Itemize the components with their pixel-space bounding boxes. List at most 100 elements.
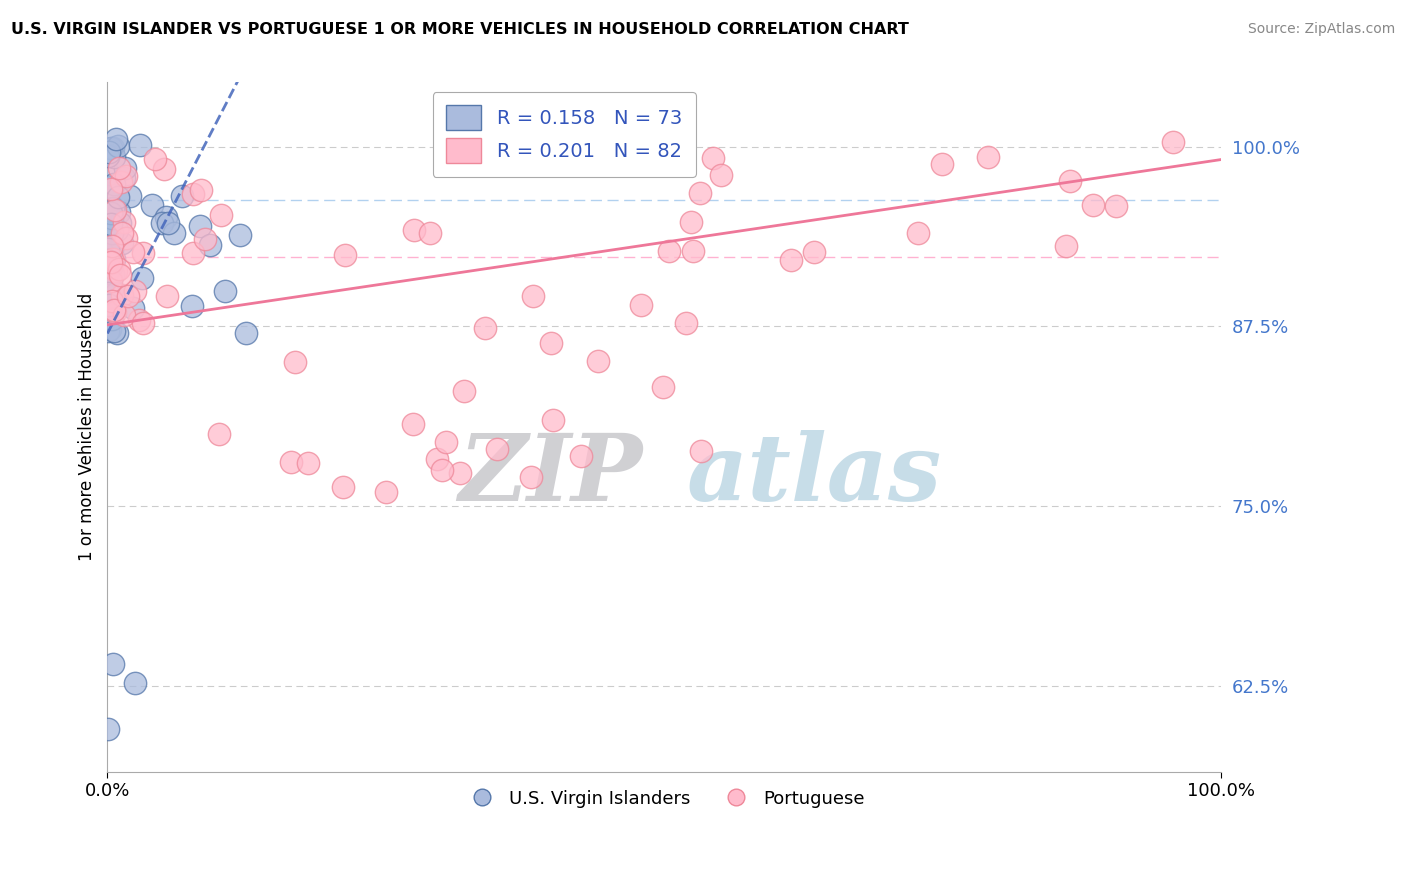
Point [104,304,127,318]
Point [190,183,212,197]
Point [129,138,152,153]
Point [107,190,129,204]
Point [105,285,128,300]
Point [209,208,232,222]
Point [111,235,134,250]
Point [132,316,155,330]
Point [110,175,132,189]
Point [569,449,592,463]
Text: U.S. VIRGIN ISLANDER VS PORTUGUESE 1 OR MORE VEHICLES IN HOUSEHOLD CORRELATION C: U.S. VIRGIN ISLANDER VS PORTUGUESE 1 OR … [11,22,910,37]
Point [97,237,120,252]
Point [100,206,122,220]
Point [111,226,134,240]
Point [675,316,697,330]
Point [101,657,124,672]
Point [101,312,124,326]
Point [453,384,475,398]
Point [426,452,449,467]
Point [97,324,120,338]
Point [188,219,211,234]
Point [194,232,217,246]
Point [1059,174,1081,188]
Point [100,180,122,194]
Point [103,177,125,191]
Point [97,253,120,268]
Point [163,226,186,240]
Point [111,288,134,302]
Point [150,215,173,229]
Point [689,186,711,200]
Point [100,141,122,155]
Point [107,205,129,219]
Point [284,355,307,369]
Point [100,272,122,286]
Point [105,326,128,341]
Point [107,161,129,176]
Point [586,354,609,368]
Point [332,480,354,494]
Point [235,326,257,340]
Point [128,313,150,327]
Point [181,186,204,201]
Point [101,293,124,308]
Point [100,282,122,296]
Point [100,239,122,253]
Point [98,282,121,296]
Point [105,132,128,146]
Text: ZIP: ZIP [458,430,643,520]
Point [105,223,128,237]
Point [101,202,124,216]
Point [97,234,120,248]
Point [402,222,425,236]
Point [681,215,703,229]
Point [519,470,541,484]
Point [103,204,125,219]
Y-axis label: 1 or more Vehicles in Household: 1 or more Vehicles in Household [79,293,96,561]
Point [103,252,125,266]
Point [374,484,396,499]
Point [122,301,145,315]
Point [98,221,121,235]
Point [155,289,177,303]
Point [297,456,319,470]
Point [97,149,120,163]
Point [486,442,509,456]
Point [198,238,221,252]
Point [434,434,457,449]
Point [112,215,135,229]
Point [449,466,471,480]
Point [710,169,733,183]
Point [97,265,120,279]
Point [100,307,122,321]
Point [104,203,127,218]
Point [1105,199,1128,213]
Point [100,260,122,274]
Point [98,167,121,181]
Point [977,150,1000,164]
Point [108,268,131,282]
Point [931,157,953,171]
Point [117,289,139,303]
Point [100,255,122,269]
Point [156,216,179,230]
Point [101,141,124,155]
Point [214,284,236,298]
Point [98,241,121,255]
Point [419,226,441,240]
Point [108,216,131,230]
Legend: U.S. Virgin Islanders, Portuguese: U.S. Virgin Islanders, Portuguese [457,782,872,814]
Point [101,211,124,225]
Point [280,455,302,469]
Point [101,252,124,266]
Point [107,139,129,153]
Point [97,145,120,160]
Point [208,427,231,442]
Point [682,244,704,259]
Point [98,148,121,162]
Point [97,286,120,301]
Point [112,308,135,322]
Point [803,245,825,260]
Point [97,211,120,226]
Point [114,161,136,175]
Point [172,189,194,203]
